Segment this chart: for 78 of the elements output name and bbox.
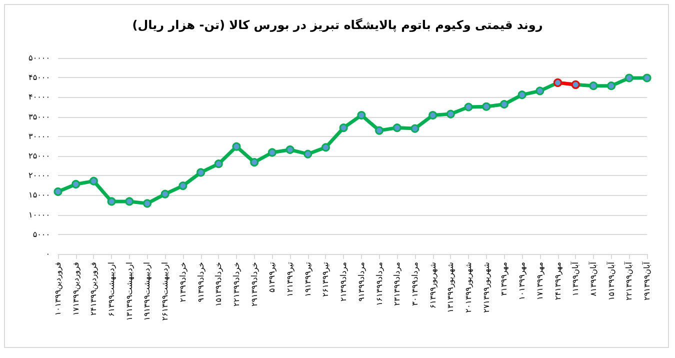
- y-tick-label: ۴۵۰۰۰: [28, 73, 50, 82]
- x-tick-label: ۱۹تیر۱۳۹۹: [303, 262, 312, 297]
- x-tick-label: ۲۲آبان۱۳۹۹: [624, 261, 634, 301]
- point: [160, 190, 170, 198]
- point: [375, 126, 384, 135]
- x-tick-label: ۲۴فروردین۱۳۹۹: [89, 262, 98, 316]
- x-tick-label: ۲۰شهریور۱۳۹۹: [464, 262, 474, 313]
- x-tick-label: ۶اردیبهشت۱۳۹۹: [107, 262, 116, 316]
- x-tick-label: ۲۶اردیبهشت۱۳۹۹: [160, 262, 170, 321]
- point: [214, 160, 223, 168]
- x-tick-label: ۱۶مرداد۱۳۹۹: [374, 262, 384, 306]
- x-tick-label: ۱۷مهر۱۳۹۹: [535, 262, 544, 300]
- point: [500, 100, 508, 109]
- x-tick-label: ۳۰مرداد۱۳۹۹: [410, 262, 420, 306]
- x-tick-label: ۲۳مرداد۱۳۹۹: [392, 262, 402, 306]
- point: [143, 199, 152, 208]
- x-tick-label: ۲خرداد۱۳۹۹: [178, 262, 188, 302]
- point: [518, 90, 526, 100]
- point: [589, 82, 598, 90]
- x-tick-label: ۱۵خرداد۱۳۹۹: [214, 262, 224, 306]
- x-tick-label: ۲۹خرداد۱۳۹۹: [250, 262, 259, 306]
- point: [54, 187, 62, 196]
- x-tick-label: ۱۲تیر۱۳۹۹: [286, 262, 295, 297]
- x-tick-label: ۱۳اردیبهشت۱۳۹۹: [124, 262, 134, 321]
- x-tick-label: ۹مرداد۱۳۹۹: [356, 262, 366, 302]
- x-tick-label: ۲مرداد۱۳۹۹: [339, 262, 348, 302]
- y-tick-label: ۲۵۰۰۰: [28, 152, 50, 160]
- y-tick-label: ۲۰۰۰۰: [28, 171, 50, 180]
- y-tick-label: ۱۵۰۰۰: [28, 190, 50, 200]
- x-tick-label: ۱۰فروردین۱۳۹۹: [54, 262, 62, 316]
- point: [446, 110, 455, 118]
- point: [107, 197, 116, 206]
- point: [357, 110, 366, 120]
- point: [232, 142, 241, 151]
- point: [286, 145, 294, 154]
- y-tick-label: ۵۰۰۰۰: [28, 54, 50, 62]
- point: [196, 168, 206, 177]
- point: [536, 86, 544, 96]
- x-tick-label: ۲۲خرداد۱۳۹۹: [232, 262, 241, 306]
- point: [339, 124, 348, 132]
- x-tick-label: ۲۶تیر۱۳۹۹: [321, 262, 330, 297]
- x-tick-label: ۳مهر۱۳۹۹: [500, 262, 509, 296]
- x-tick-label: ۹خرداد۱۳۹۹: [196, 262, 206, 302]
- point: [125, 197, 134, 206]
- point: [321, 143, 330, 152]
- point: [250, 158, 259, 167]
- x-tick-label: ۱۳شهریور۱۳۹۹: [446, 262, 456, 313]
- y-tick-label: ۴۰۰۰۰: [28, 92, 50, 102]
- point: [428, 110, 438, 120]
- point: [72, 180, 80, 188]
- x-tick-label: ۲۹آبان۱۳۹۹: [642, 261, 652, 301]
- point: [392, 124, 402, 132]
- point: [304, 150, 312, 158]
- x-tick-label: ۱۰مهر۱۳۹۹: [518, 262, 527, 300]
- x-tick-label: ۱آبان۱۳۹۹: [570, 261, 580, 296]
- point: [178, 182, 188, 190]
- point: [624, 74, 634, 82]
- point: [607, 82, 616, 90]
- y-tick-label: ۰: [46, 250, 50, 258]
- x-tick-label: ۱۷فروردین۱۳۹۹: [71, 262, 80, 316]
- point: [89, 176, 98, 186]
- x-tick-label: ۱۹اردیبهشت۱۳۹۹: [142, 262, 152, 321]
- y-tick-label: ۱۰۰۰۰: [28, 210, 50, 220]
- point: [464, 102, 473, 112]
- point: [642, 74, 652, 82]
- x-tick-label: ۶شهریور۱۳۹۹: [428, 262, 438, 309]
- x-tick-label: ۸آبان۱۳۹۹: [588, 261, 598, 296]
- x-tick-label: ۵تیر۱۳۹۹: [268, 262, 277, 293]
- y-tick-label: ۳۵۰۰۰: [28, 112, 50, 122]
- y-tick-label: ۳۰۰۰۰: [28, 132, 50, 141]
- point: [410, 124, 420, 133]
- y-tick-label: ۵۰۰۰: [32, 230, 50, 239]
- x-tick-label: ۲۷شهریور۱۳۹۹: [482, 262, 491, 313]
- x-tick-label: ۱۵آبان۱۳۹۹: [606, 261, 616, 301]
- point: [268, 148, 276, 157]
- point: [482, 102, 491, 111]
- chart-title: روند قیمتی وکیوم باتوم پالایشگاه تبریز در بورس کالا (تن- هزار ریال): [132, 18, 543, 32]
- x-tick-label: ۲۴مهر۱۳۹۹: [553, 262, 562, 300]
